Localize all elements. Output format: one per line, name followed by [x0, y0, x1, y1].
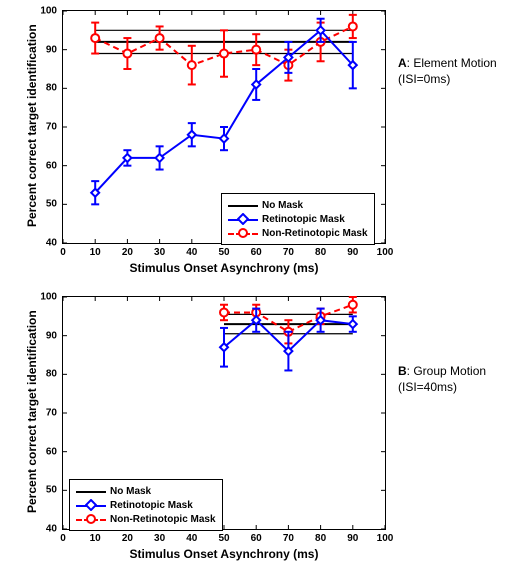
ytick-label: 50 [46, 485, 57, 496]
ytick-label: 90 [46, 44, 57, 55]
y-axis-label: Percent correct target identification [25, 24, 39, 227]
ytick-label: 60 [46, 160, 57, 171]
y-axis-label: Percent correct target identification [25, 310, 39, 513]
legend-item: Non-Retinotopic Mask [76, 512, 216, 526]
xtick-label: 100 [377, 533, 394, 544]
xtick-label: 10 [90, 533, 101, 544]
legend-item: No Mask [76, 484, 216, 498]
legend-label: Non-Retinotopic Mask [262, 228, 368, 239]
ytick-label: 70 [46, 408, 57, 419]
ytick-label: 70 [46, 122, 57, 133]
xtick-label: 50 [218, 247, 229, 258]
xtick-label: 70 [283, 533, 294, 544]
ytick-label: 50 [46, 199, 57, 210]
ytick-label: 40 [46, 524, 57, 535]
legend-label: No Mask [262, 200, 303, 211]
xtick-label: 90 [347, 247, 358, 258]
legend-item: Non-Retinotopic Mask [228, 226, 368, 240]
plot-area-A: 0102030405060708090100405060708090100Sti… [62, 10, 386, 244]
legend-B: No Mask Retinotopic Mask Non-Retinotopic M… [69, 479, 223, 531]
ytick-label: 100 [40, 292, 57, 303]
legend-A: No Mask Retinotopic Mask Non-Retinotopic M… [221, 193, 375, 245]
legend-label: Non-Retinotopic Mask [110, 514, 216, 525]
xtick-label: 0 [60, 247, 66, 258]
xtick-label: 40 [186, 533, 197, 544]
xtick-label: 30 [154, 533, 165, 544]
x-axis-label: Stimulus Onset Asynchrony (ms) [63, 261, 385, 275]
xtick-label: 30 [154, 247, 165, 258]
panel-title-B: B: Group Motion(ISI=40ms) [398, 364, 486, 395]
legend-label: No Mask [110, 486, 151, 497]
legend-label: Retinotopic Mask [262, 214, 345, 225]
legend-item: Retinotopic Mask [76, 498, 216, 512]
xtick-label: 70 [283, 247, 294, 258]
xtick-label: 100 [377, 247, 394, 258]
ytick-label: 80 [46, 369, 57, 380]
ytick-label: 90 [46, 330, 57, 341]
x-axis-label: Stimulus Onset Asynchrony (ms) [63, 547, 385, 561]
xtick-label: 20 [122, 247, 133, 258]
legend-label: Retinotopic Mask [110, 500, 193, 511]
ytick-label: 100 [40, 6, 57, 17]
xtick-label: 60 [251, 533, 262, 544]
plot-area-B: 0102030405060708090100405060708090100Sti… [62, 296, 386, 530]
xtick-label: 60 [251, 247, 262, 258]
xtick-label: 10 [90, 247, 101, 258]
legend-item: No Mask [228, 198, 368, 212]
xtick-label: 80 [315, 533, 326, 544]
ytick-label: 80 [46, 83, 57, 94]
xtick-label: 20 [122, 533, 133, 544]
xtick-label: 80 [315, 247, 326, 258]
xtick-label: 40 [186, 247, 197, 258]
xtick-label: 50 [218, 533, 229, 544]
xtick-label: 0 [60, 533, 66, 544]
xtick-label: 90 [347, 533, 358, 544]
panel-title-A: A: Element Motion(ISI=0ms) [398, 56, 497, 87]
legend-item: Retinotopic Mask [228, 212, 368, 226]
ytick-label: 40 [46, 238, 57, 249]
ytick-label: 60 [46, 446, 57, 457]
